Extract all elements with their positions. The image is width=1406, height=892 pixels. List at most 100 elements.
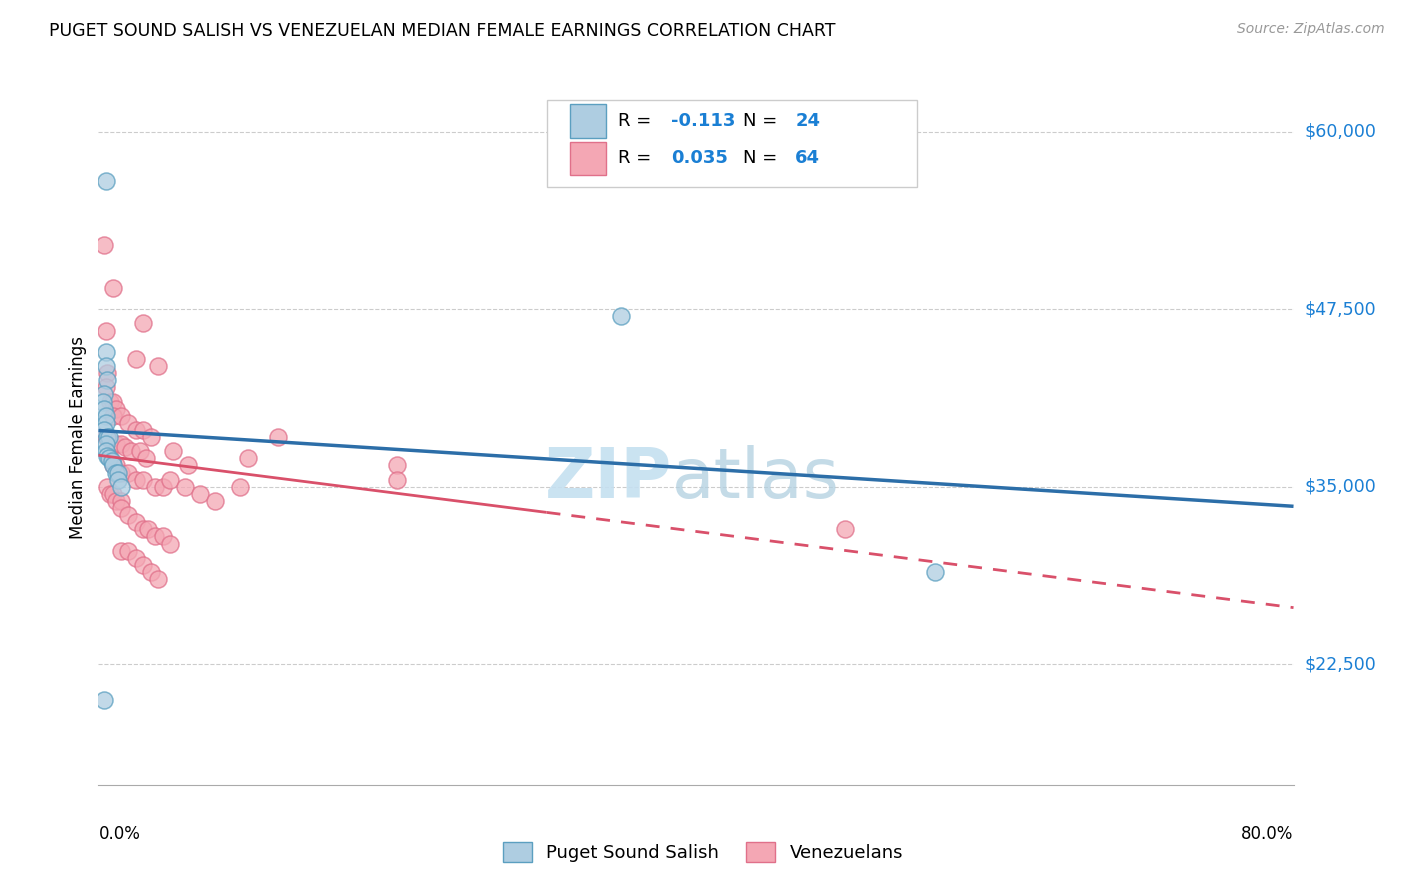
Text: atlas: atlas <box>672 445 839 512</box>
Legend: Puget Sound Salish, Venezuelans: Puget Sound Salish, Venezuelans <box>496 834 910 870</box>
Point <box>132 473 155 487</box>
Point <box>96 366 118 380</box>
FancyBboxPatch shape <box>571 104 606 137</box>
Point <box>94 324 117 338</box>
Point <box>96 449 118 463</box>
Point <box>117 466 139 480</box>
Point <box>94 409 117 423</box>
Text: 80.0%: 80.0% <box>1241 825 1294 843</box>
Text: PUGET SOUND SALISH VS VENEZUELAN MEDIAN FEMALE EARNINGS CORRELATION CHART: PUGET SOUND SALISH VS VENEZUELAN MEDIAN … <box>49 22 835 40</box>
Point <box>94 359 117 373</box>
Point <box>105 494 128 508</box>
Point <box>117 508 139 523</box>
Text: N =: N = <box>742 150 783 168</box>
Text: N =: N = <box>742 112 783 130</box>
FancyBboxPatch shape <box>571 142 606 175</box>
Point <box>267 430 290 444</box>
Point <box>98 487 122 501</box>
Point <box>103 394 125 409</box>
Point <box>229 480 252 494</box>
Point <box>105 401 128 416</box>
Point <box>101 454 124 468</box>
Point <box>188 487 211 501</box>
Point <box>148 572 170 586</box>
Y-axis label: Median Female Earnings: Median Female Earnings <box>69 335 87 539</box>
Point <box>120 444 142 458</box>
Point <box>91 394 114 409</box>
Point <box>125 473 148 487</box>
Point <box>103 487 125 501</box>
Text: Source: ZipAtlas.com: Source: ZipAtlas.com <box>1237 22 1385 37</box>
Point <box>110 501 132 516</box>
Text: R =: R = <box>619 150 657 168</box>
Point <box>159 473 181 487</box>
Point <box>103 458 125 473</box>
Point <box>97 451 120 466</box>
Point <box>94 174 117 188</box>
Point <box>110 466 132 480</box>
Point <box>110 494 132 508</box>
Point <box>103 281 125 295</box>
Point <box>117 543 139 558</box>
Point <box>96 373 118 387</box>
Point <box>924 565 946 579</box>
Point <box>105 466 128 480</box>
Point <box>132 317 155 331</box>
Point <box>148 359 170 373</box>
Point <box>139 565 162 579</box>
FancyBboxPatch shape <box>547 100 917 186</box>
Point <box>94 437 117 451</box>
Text: $47,500: $47,500 <box>1305 301 1376 318</box>
Point <box>93 387 115 401</box>
Text: -0.113: -0.113 <box>671 112 735 130</box>
Point <box>132 522 155 536</box>
Point <box>114 440 136 454</box>
Text: $60,000: $60,000 <box>1305 123 1376 141</box>
Text: $22,500: $22,500 <box>1305 656 1376 673</box>
Text: 64: 64 <box>796 150 820 168</box>
Point <box>143 480 166 494</box>
Point <box>103 458 125 473</box>
Point <box>204 494 226 508</box>
Point <box>94 416 117 430</box>
Point <box>159 536 181 550</box>
Point <box>94 380 117 394</box>
Text: 24: 24 <box>796 112 820 130</box>
Point <box>135 451 157 466</box>
Point <box>129 444 152 458</box>
Point <box>125 351 148 366</box>
Point <box>132 558 155 572</box>
Point <box>107 473 129 487</box>
Point <box>385 473 409 487</box>
Point <box>177 458 200 473</box>
Point <box>98 394 122 409</box>
Point <box>125 423 148 437</box>
Point <box>136 522 159 536</box>
Text: 0.035: 0.035 <box>671 150 728 168</box>
Point <box>132 423 155 437</box>
Point <box>94 444 117 458</box>
Point <box>93 423 115 437</box>
Point <box>107 466 129 480</box>
Point <box>97 430 120 444</box>
Point <box>94 344 117 359</box>
Text: ZIP: ZIP <box>544 445 672 512</box>
Point <box>105 458 128 473</box>
Point <box>385 458 409 473</box>
Point <box>139 430 162 444</box>
Point <box>98 451 122 466</box>
Point <box>152 480 174 494</box>
Text: 0.0%: 0.0% <box>98 825 141 843</box>
Point <box>110 543 132 558</box>
Point <box>93 401 115 416</box>
Point <box>110 437 132 451</box>
Point <box>174 480 197 494</box>
Point <box>152 529 174 543</box>
Point <box>162 444 184 458</box>
Point <box>143 529 166 543</box>
Point <box>110 409 132 423</box>
Point <box>236 451 259 466</box>
Point <box>834 522 856 536</box>
Point <box>125 516 148 530</box>
Point <box>96 430 118 444</box>
